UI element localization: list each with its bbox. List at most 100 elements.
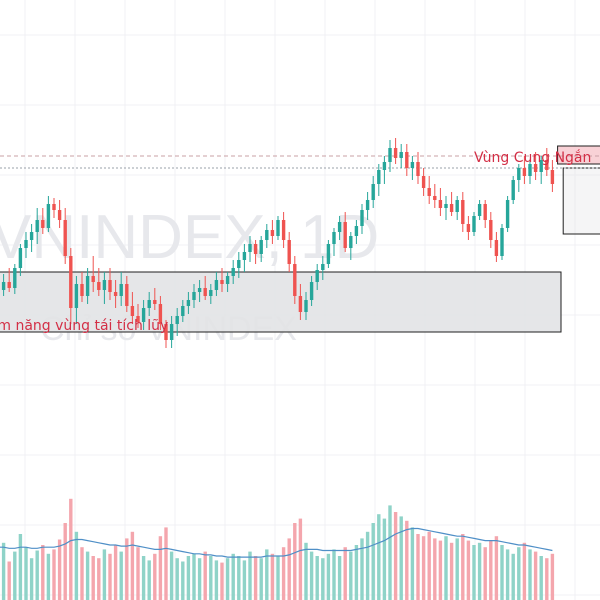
candle-body [349,236,353,248]
volume-bar [41,545,45,600]
volume-bar [186,556,191,600]
candle-body [360,210,364,226]
volume-bar [119,551,123,600]
volume-bar [315,556,319,600]
volume-bars [1,498,555,600]
candle [349,232,353,260]
volume-bar [169,551,174,600]
candle-body [74,284,79,308]
candle [231,260,235,284]
candle-body [427,188,431,196]
candle [57,200,62,228]
candle-body [377,170,381,184]
candle [371,176,375,208]
candle-body [175,316,179,324]
volume-bar [287,538,291,600]
candle-body [147,300,151,308]
candle [528,160,532,184]
volume-bar [237,556,241,600]
candle [449,192,454,216]
candle-body [298,296,303,312]
volume-bar [46,553,51,600]
candle [489,212,493,248]
candle [13,264,17,294]
volume-bar [85,551,90,600]
candle [130,292,135,324]
volume-bar [7,561,11,600]
candle [248,236,252,262]
candle-body [545,160,549,170]
candle-body [483,204,487,220]
candle [7,268,11,292]
candle [500,224,504,260]
volume-bar [455,538,459,600]
candle-body [455,200,459,212]
candle [265,224,269,248]
candle-body [270,230,275,236]
reference-lines [0,155,600,169]
volume-bar [164,527,168,600]
volume-bar [298,518,303,600]
candle-body [287,240,291,264]
candle-body [63,220,67,256]
candle-body [97,282,101,290]
candle [270,220,275,244]
candle [337,216,342,240]
candle-body [237,260,241,268]
candle [102,272,107,304]
candle [63,208,67,264]
candle-body [85,276,90,296]
volume-bar [337,556,342,600]
candle [186,292,191,314]
candle-body [231,268,235,276]
volume-bar [461,534,465,600]
candle-body [326,244,331,264]
candle [276,216,280,240]
candle-body [57,210,62,220]
candle [477,200,482,220]
volume-bar [343,547,347,600]
volume-ma-line [0,527,553,558]
candle [377,164,381,196]
candle [343,212,347,252]
volume-bar [326,553,331,600]
volume-bar [528,549,532,600]
candle [225,272,230,292]
candle-body [517,168,521,180]
volume-bar [147,560,151,600]
volume-bar [231,553,235,600]
candle-body [125,284,129,306]
candle [461,192,465,232]
volume-bar [472,545,476,600]
candle [410,156,415,180]
candle-body [466,224,471,232]
volume-bar [517,547,521,600]
volume-bar [483,547,487,600]
volume-bar [281,547,286,600]
candle [293,256,297,304]
candle-body [253,244,258,254]
candle-body [7,282,11,288]
candle [427,176,431,204]
candle-body [225,276,230,284]
candle [136,304,140,328]
candles [1,138,555,348]
candle-body [472,216,476,232]
candle [360,204,364,234]
candle-body [29,232,34,240]
volume-bar [57,539,62,600]
volume-bar [270,553,275,600]
candle-body [399,152,403,158]
volume-bar [18,534,23,600]
candle [393,138,398,164]
volume-bar [265,549,269,600]
volume-bar [74,531,79,600]
candle-body [461,200,465,224]
candle [97,268,101,296]
volume-bar [276,556,280,600]
candle [505,196,510,232]
volume-bar [511,553,515,600]
volume-bar [293,523,297,600]
volume-bar [141,556,146,600]
